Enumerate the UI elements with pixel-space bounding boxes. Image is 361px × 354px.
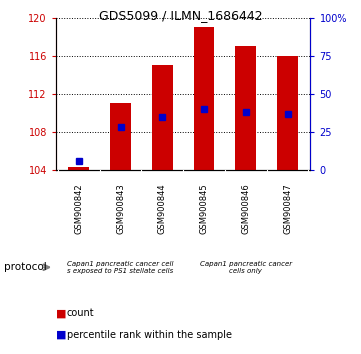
Text: protocol: protocol	[4, 262, 46, 272]
Bar	[69, 167, 89, 170]
Text: count: count	[67, 308, 95, 318]
Bar	[235, 46, 256, 170]
Text: GSM900844: GSM900844	[158, 183, 167, 234]
Bar	[110, 103, 131, 170]
Text: Capan1 pancreatic cancer
cells only: Capan1 pancreatic cancer cells only	[200, 261, 292, 274]
Bar	[152, 65, 173, 170]
Text: GDS5099 / ILMN_1686442: GDS5099 / ILMN_1686442	[99, 9, 262, 22]
Text: GSM900845: GSM900845	[200, 183, 209, 234]
Text: ■: ■	[56, 308, 66, 318]
Text: ■: ■	[56, 330, 66, 339]
Text: GSM900843: GSM900843	[116, 183, 125, 234]
Text: GSM900847: GSM900847	[283, 183, 292, 234]
Text: Capan1 pancreatic cancer cell
s exposed to PS1 stellate cells: Capan1 pancreatic cancer cell s exposed …	[68, 261, 174, 274]
Text: percentile rank within the sample: percentile rank within the sample	[67, 330, 232, 339]
Bar	[193, 27, 214, 170]
Bar	[277, 56, 298, 170]
Text: GSM900842: GSM900842	[74, 183, 83, 234]
Text: GSM900846: GSM900846	[241, 183, 250, 234]
